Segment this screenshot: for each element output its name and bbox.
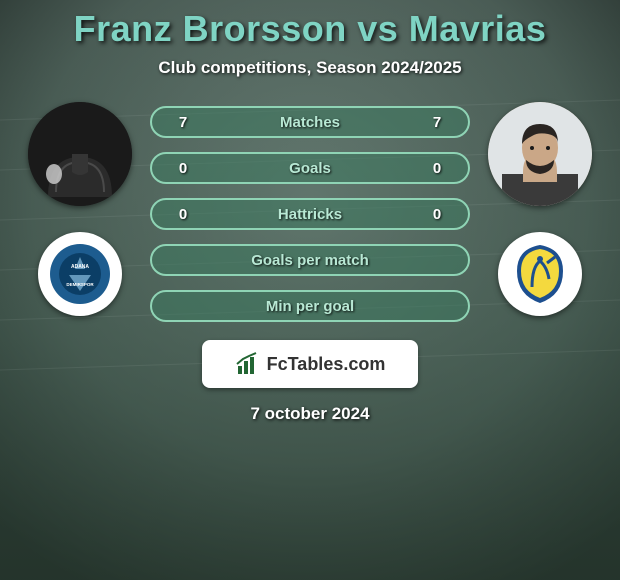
stat-left-value: 0 xyxy=(168,160,198,177)
brand-watermark: FcTables.com xyxy=(202,340,418,388)
left-club-shield-icon: ADANA DEMIRSPOR xyxy=(45,239,115,309)
page-title: Franz Brorsson vs Mavrias xyxy=(74,8,547,50)
stats-column: 7 Matches 7 0 Goals 0 0 Hattricks 0 Goal… xyxy=(140,102,480,322)
stat-right-value: 7 xyxy=(422,114,452,131)
stat-row-hattricks: 0 Hattricks 0 xyxy=(150,198,470,230)
left-player-column: ADANA DEMIRSPOR xyxy=(20,102,140,316)
stat-left-value: 0 xyxy=(168,206,198,223)
svg-text:DEMIRSPOR: DEMIRSPOR xyxy=(66,282,94,287)
right-club-logo xyxy=(498,232,582,316)
brand-chart-icon xyxy=(235,351,261,377)
stat-right-value: 0 xyxy=(422,160,452,177)
left-player-placeholder-icon xyxy=(28,102,132,206)
stat-label: Goals xyxy=(198,160,422,177)
right-club-shield-icon xyxy=(505,239,575,309)
stat-label: Matches xyxy=(198,114,422,131)
right-player-placeholder-icon xyxy=(488,102,592,206)
right-player-column xyxy=(480,102,600,316)
stat-label: Min per goal xyxy=(198,298,422,315)
stat-row-matches: 7 Matches 7 xyxy=(150,106,470,138)
stat-row-min-per-goal: Min per goal xyxy=(150,290,470,322)
brand-text: FcTables.com xyxy=(267,354,386,375)
stat-row-goals-per-match: Goals per match xyxy=(150,244,470,276)
stat-right-value: 0 xyxy=(422,206,452,223)
comparison-row: ADANA DEMIRSPOR 7 Matches 7 0 Goals 0 0 … xyxy=(0,102,620,322)
date-text: 7 october 2024 xyxy=(250,404,369,424)
stat-label: Hattricks xyxy=(198,206,422,223)
stat-label: Goals per match xyxy=(198,252,422,269)
svg-text:ADANA: ADANA xyxy=(71,264,89,270)
right-player-avatar xyxy=(488,102,592,206)
page-subtitle: Club competitions, Season 2024/2025 xyxy=(158,58,461,78)
stat-row-goals: 0 Goals 0 xyxy=(150,152,470,184)
left-player-avatar xyxy=(28,102,132,206)
left-club-logo: ADANA DEMIRSPOR xyxy=(38,232,122,316)
stat-left-value: 7 xyxy=(168,114,198,131)
